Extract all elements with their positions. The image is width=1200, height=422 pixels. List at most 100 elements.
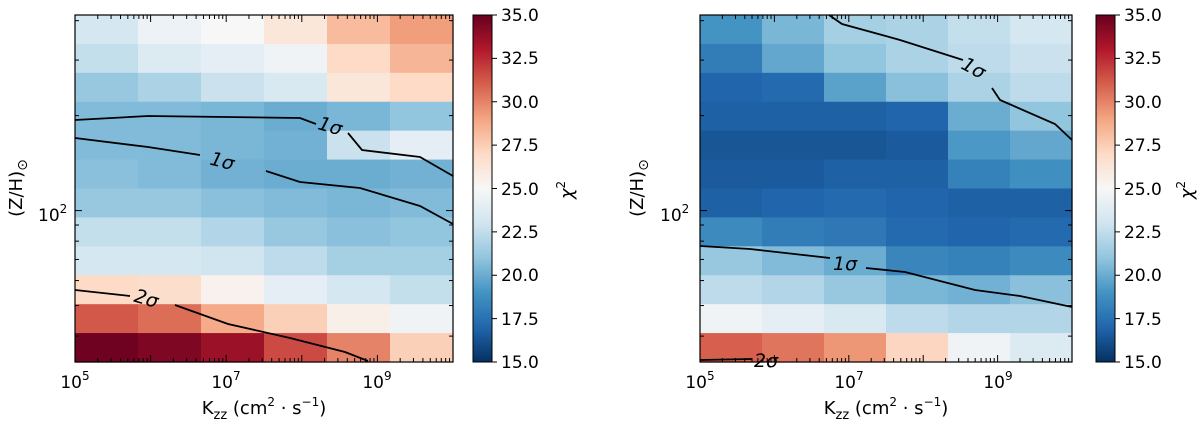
right-contour-upper-1sigma-b <box>991 87 1073 141</box>
right-heatmap-cell <box>948 246 1011 276</box>
right-heatmap-cell <box>762 15 825 45</box>
left-heatmap-cell <box>75 15 139 45</box>
left-contour-2sigma <box>74 289 131 297</box>
right-heatmap-cell <box>1010 43 1073 74</box>
left-heatmap-cell <box>264 15 328 45</box>
left-colorbar: 35.0 32.5 30.0 27.5 25.0 22.5 20.0 17.5 … <box>472 6 578 373</box>
left-axis-ticks <box>74 15 453 362</box>
right-heatmap-cell <box>886 159 949 190</box>
left-heatmap-cell <box>201 188 265 219</box>
left-x-tick-label: 105 <box>60 369 89 393</box>
right-contour-lower-1sigma-b <box>865 267 1073 308</box>
right-heatmap-cell <box>824 159 887 190</box>
left-colorbar-tick-label: 30.0 <box>501 93 539 113</box>
right-heatmap-cell <box>824 246 887 276</box>
right-heatmap-cell <box>886 188 949 219</box>
left-heatmap-cell <box>75 72 139 103</box>
right-heatmap-cell <box>824 43 887 74</box>
right-heatmap-cell <box>948 130 1011 161</box>
right-heatmap-cell <box>886 101 949 132</box>
right-heatmap-cell <box>762 275 825 305</box>
left-contour-lower-1sigma-b <box>265 170 454 225</box>
left-x-tick-label: 109 <box>362 369 391 393</box>
left-contour-lower-1sigma <box>74 137 201 156</box>
right-heatmap-cell <box>886 43 949 74</box>
left-heatmap-cell <box>201 275 265 305</box>
right-heatmap-cell <box>700 275 763 305</box>
left-y-tick-label: 102 <box>38 202 67 226</box>
right-heatmap-cell <box>700 101 763 132</box>
left-heatmap-cell <box>138 43 202 74</box>
left-colorbar-tick-label: 32.5 <box>501 49 539 69</box>
left-colorbar-ticks <box>492 14 497 363</box>
left-heatmap-cell <box>264 304 328 334</box>
left-contour-upper-1sigma-b <box>347 132 454 177</box>
left-heatmap-cell <box>390 246 454 276</box>
left-heatmap-cell <box>201 43 265 74</box>
right-contour-label-2sigma: 2σ <box>754 350 779 372</box>
left-heatmap-cell <box>201 130 265 161</box>
right-heatmap-cell <box>948 304 1011 334</box>
left-colorbar-tick-label: 20.0 <box>501 266 539 286</box>
right-axes-frame <box>699 14 1073 363</box>
left-heatmap-cell <box>201 159 265 190</box>
right-axis-ticks <box>699 15 1072 362</box>
left-heatmap-cell <box>390 43 454 74</box>
left-heatmap-cell <box>327 246 391 276</box>
right-heatmap-cell <box>762 72 825 103</box>
left-heatmap-cell <box>390 159 454 190</box>
right-heatmap-cell <box>1010 246 1073 276</box>
left-heatmap-cell <box>264 72 328 103</box>
left-heatmap-cell <box>327 101 391 132</box>
right-heatmap-cell <box>700 43 763 74</box>
right-heatmap-cell <box>886 304 949 334</box>
left-heatmap-cell <box>264 217 328 247</box>
right-heatmap-cell <box>948 72 1011 103</box>
right-heatmap-cell <box>700 246 763 276</box>
left-heatmap-cell <box>390 217 454 247</box>
left-colorbar-tick-label: 27.5 <box>501 136 539 156</box>
right-colorbar-tick-label: 20.0 <box>1124 266 1162 286</box>
left-heatmap-cell <box>201 246 265 276</box>
left-heatmap-cell <box>201 217 265 247</box>
right-heatmap-cell <box>948 188 1011 219</box>
left-heatmap-cell <box>327 15 391 45</box>
right-colorbar-tick-label: 35.0 <box>1124 6 1162 26</box>
right-heatmap-cell <box>886 130 949 161</box>
right-heatmap-cell <box>762 217 825 247</box>
right-heatmap-cell <box>886 275 949 305</box>
right-heatmap-cell <box>700 304 763 334</box>
right-heatmap-cell <box>762 188 825 219</box>
right-heatmap-cell <box>948 101 1011 132</box>
left-colorbar-tick-label: 22.5 <box>501 223 539 243</box>
left-heatmap-cell <box>138 275 202 305</box>
left-heatmap-cell <box>327 43 391 74</box>
right-heatmap-cell <box>886 15 949 45</box>
right-contour-2sigma <box>699 358 753 361</box>
left-heatmap-cell <box>264 246 328 276</box>
right-heatmap-cell <box>824 188 887 219</box>
left-heatmap-cell <box>75 43 139 74</box>
left-heatmap-cell <box>75 304 139 334</box>
left-heatmap-cell <box>264 275 328 305</box>
left-heatmap-cell <box>138 333 202 363</box>
right-heatmap-cell <box>824 130 887 161</box>
left-heatmap-cell <box>327 188 391 219</box>
left-heatmap-cell <box>75 333 139 363</box>
right-heatmap-cell <box>1010 217 1073 247</box>
left-heatmap <box>75 15 454 363</box>
left-heatmap-cell <box>138 217 202 247</box>
right-heatmap-cell <box>700 72 763 103</box>
left-colorbar-gradient <box>472 14 493 363</box>
right-heatmap-cell <box>1010 333 1073 363</box>
left-y-axis-label: (Z/H)⊙ <box>6 159 31 217</box>
right-heatmap-cell <box>762 130 825 161</box>
right-heatmap <box>700 15 1073 363</box>
right-colorbar-tick-labels: 35.0 32.5 30.0 27.5 25.0 22.5 20.0 17.5 … <box>1124 6 1162 373</box>
right-heatmap-cell <box>762 43 825 74</box>
right-heatmap-cell <box>762 333 825 363</box>
left-heatmap-cell <box>390 101 454 132</box>
right-heatmap-cell <box>1010 15 1073 45</box>
right-heatmap-cell <box>886 217 949 247</box>
